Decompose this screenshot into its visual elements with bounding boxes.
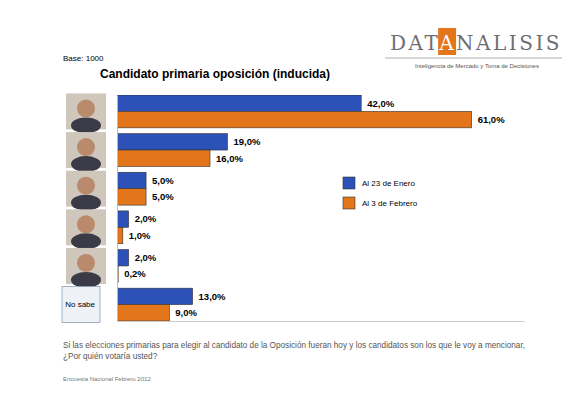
y-tick-label: No sabe (65, 300, 95, 309)
data-label: 42,0% (367, 98, 394, 109)
data-label: 0,2% (124, 268, 146, 279)
bar (117, 95, 361, 111)
photo-body (71, 233, 101, 249)
photo-head (77, 254, 95, 272)
bar (117, 134, 227, 150)
y-axis: No sabe (65, 96, 117, 322)
data-label: 1,0% (129, 230, 151, 241)
legend: Al 23 de Enero Al 3 de Febrero (343, 177, 418, 209)
logo: DATANALISIS (385, 28, 562, 58)
photo-head (77, 177, 95, 195)
candidate-photo (66, 132, 106, 172)
question-note: ¿Por quién votaría usted? (63, 352, 158, 361)
y-tick: No sabe (65, 300, 117, 309)
photo-body (71, 117, 101, 133)
data-label: 5,0% (152, 175, 174, 186)
data-label: 9,0% (175, 307, 197, 318)
legend-swatch (343, 177, 355, 189)
logo-text: DATANALISIS (390, 31, 562, 55)
bar (117, 250, 129, 266)
bar (117, 305, 169, 321)
x-axis (118, 321, 525, 322)
bar (117, 211, 129, 227)
logo-tagline: Inteligencia de Mercado y Toma de Decisi… (415, 63, 539, 69)
x-axis-line (118, 321, 525, 322)
base-note: Base: 1000 (63, 54, 104, 63)
data-label: 2,0% (135, 213, 157, 224)
unknown-icon (62, 287, 100, 323)
data-label: 19,0% (233, 136, 260, 147)
data-label: 13,0% (199, 291, 226, 302)
bar (117, 288, 193, 304)
data-label: 2,0% (135, 252, 157, 263)
source-note: Encuesta Nacional Febrero 2012 (63, 376, 151, 382)
question-note: Si las elecciones primarias para elegir … (63, 341, 525, 350)
logo-highlight (438, 28, 456, 55)
legend-item: Al 3 de Febrero (343, 197, 418, 209)
data-label: 61,0% (478, 114, 505, 125)
bar-series (117, 111, 472, 321)
legend-label: Al 23 de Enero (362, 179, 415, 188)
data-labels: 42,0% 19,0% 5,0% 2,0% 2,0% 13,0% 61,0% 16,0% 5,0… (124, 98, 505, 319)
candidate-photo (66, 248, 106, 288)
photo-body (71, 156, 101, 172)
bars (117, 95, 472, 321)
chart-title: Candidato primaria oposición (inducida) (100, 67, 330, 81)
photo-head (77, 138, 95, 156)
bar (117, 111, 472, 127)
legend-swatch (343, 197, 355, 209)
candidate-photo (66, 93, 106, 133)
data-label: 16,0% (216, 153, 243, 164)
legend-label: Al 3 de Febrero (362, 199, 418, 208)
photo-head (77, 99, 95, 117)
chart: DATANALISIS Inteligencia de Mercado y Tom… (0, 0, 580, 398)
photo-body (71, 272, 101, 288)
bar (117, 189, 146, 205)
candidate-photo (66, 209, 106, 249)
y-axis-line (117, 96, 118, 322)
photo-head (77, 215, 95, 233)
candidate-icons (62, 93, 106, 322)
legend-item: Al 23 de Enero (343, 177, 415, 189)
data-label: 5,0% (152, 191, 174, 202)
bar (117, 172, 146, 188)
bar (117, 150, 210, 166)
photo-body (71, 195, 101, 211)
logo-rule (385, 58, 562, 59)
candidate-photo (66, 171, 106, 211)
